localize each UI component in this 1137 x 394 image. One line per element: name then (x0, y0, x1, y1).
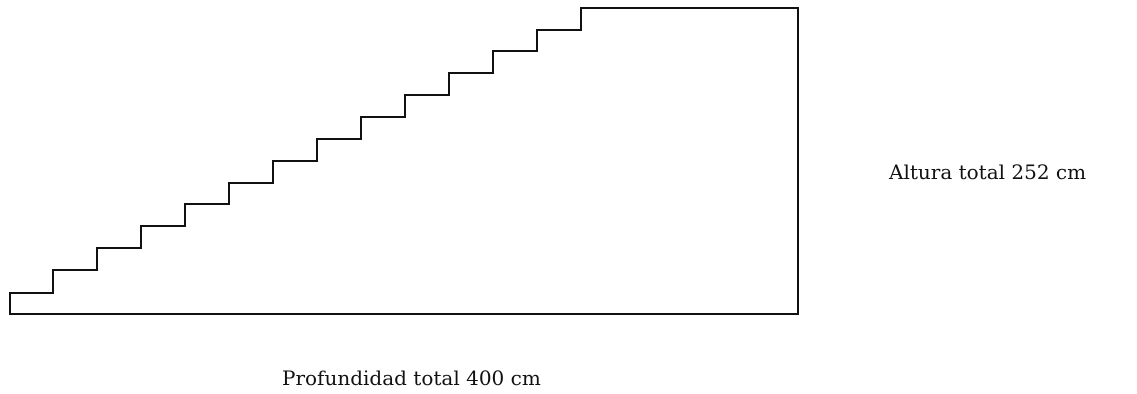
staircase-outline (9, 7, 799, 315)
total-depth-label: Profundidad total 400 cm (282, 366, 541, 390)
total-height-label: Altura total 252 cm (889, 160, 1087, 184)
